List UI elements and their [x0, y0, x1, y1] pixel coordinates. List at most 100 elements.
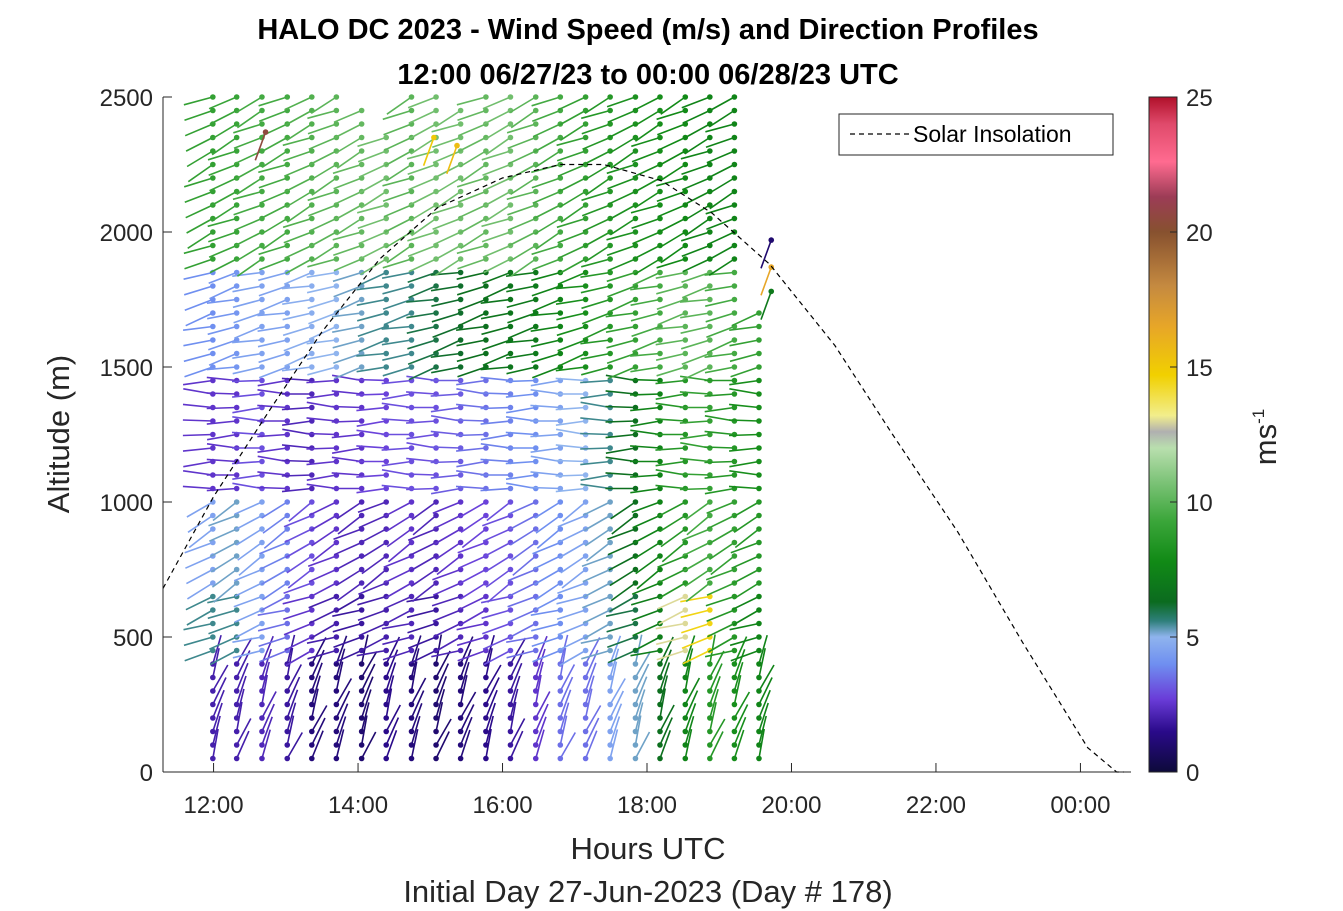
wind-barb-point	[408, 323, 415, 330]
wind-barb-point	[483, 107, 489, 114]
wind-barb-point	[284, 620, 291, 627]
wind-barb-stalk	[634, 689, 646, 719]
wind-barb-stalk	[661, 541, 686, 563]
wind-barb-stalk	[555, 459, 586, 463]
wind-barb-stalk	[235, 96, 263, 114]
wind-barb-stalk	[758, 702, 769, 732]
wind-barb-stalk	[359, 244, 387, 260]
wind-barb-stalk	[581, 204, 611, 217]
wind-barb-stalk	[308, 136, 337, 150]
wind-barb-stalk	[681, 622, 711, 634]
wind-barb-point	[756, 620, 762, 627]
wind-barb-stalk	[684, 729, 693, 759]
wind-barb-point	[284, 337, 291, 343]
wind-barb-stalk	[758, 715, 767, 746]
wind-barb-point	[333, 728, 340, 735]
wind-barb-stalk	[261, 648, 272, 678]
wind-barb-point	[532, 715, 539, 721]
wind-barb-stalk	[185, 204, 214, 219]
wind-barb-point	[233, 647, 240, 654]
wind-barb-point	[682, 175, 689, 181]
wind-barb-stalk	[559, 664, 576, 692]
wind-barb-point	[358, 107, 365, 114]
wind-barb-point	[557, 620, 564, 627]
wind-barb-stalk	[485, 648, 493, 678]
wind-barb-point	[731, 215, 738, 222]
wind-barb-stalk	[704, 393, 735, 397]
wind-barb-stalk	[634, 190, 661, 209]
wind-barb-stalk	[731, 312, 760, 327]
wind-barb-point	[507, 391, 514, 397]
wind-barb-point	[682, 715, 689, 721]
wind-barb-stalk	[509, 637, 527, 665]
colorbar-tick-label: 0	[1186, 760, 1199, 787]
wind-barb-stalk	[581, 649, 611, 660]
wind-barb-stalk	[409, 204, 437, 222]
wind-barb-point	[682, 431, 689, 438]
wind-barb-stalk	[386, 96, 412, 115]
wind-barb-point	[210, 620, 216, 627]
wind-barb-stalk	[435, 702, 444, 732]
wind-barb-point	[457, 310, 464, 316]
wind-barb-stalk	[257, 486, 288, 490]
wind-barb-point	[383, 404, 390, 411]
wind-barb-point	[707, 161, 713, 168]
wind-barb-stalk	[509, 675, 521, 705]
wind-barb-stalk	[559, 258, 586, 275]
wind-barb-point	[259, 742, 265, 748]
wind-barb-stalk	[411, 582, 437, 603]
wind-barb-stalk	[532, 109, 561, 123]
wind-barb-stalk	[480, 298, 511, 304]
wind-barb-stalk	[707, 96, 735, 113]
wind-barb-stalk	[481, 339, 511, 351]
wind-barb-stalk	[679, 487, 710, 491]
wind-barb-stalk	[357, 150, 387, 163]
wind-barb-stalk	[634, 731, 651, 759]
wind-barb-stalk	[281, 474, 312, 477]
wind-barb-point	[233, 553, 240, 559]
wind-barb-point	[731, 256, 738, 262]
wind-barb-point	[457, 350, 464, 357]
wind-barb-stalk	[358, 622, 387, 637]
wind-barb-point	[309, 485, 315, 492]
wind-barb-stalk	[384, 609, 412, 625]
wind-barb-stalk	[729, 388, 760, 395]
wind-barb-stalk	[655, 393, 686, 400]
wind-barb-point	[483, 688, 489, 694]
wind-barb-stalk	[306, 447, 337, 450]
wind-barb-stalk	[235, 163, 263, 180]
wind-barb-point	[682, 593, 689, 600]
wind-barb-stalk	[307, 258, 337, 268]
wind-barb-stalk	[381, 271, 412, 279]
wind-barb-point	[707, 674, 713, 681]
wind-barb-stalk	[306, 432, 337, 436]
wind-barb-point	[632, 499, 639, 505]
wind-barb-stalk	[360, 689, 372, 719]
wind-barb-stalk	[284, 528, 313, 543]
wind-barb-point	[483, 148, 489, 154]
wind-barb-stalk	[358, 339, 387, 353]
wind-barb-stalk	[656, 366, 686, 377]
wind-barb-stalk	[235, 730, 250, 759]
wind-barb-stalk	[684, 217, 711, 237]
wind-barb-point	[259, 296, 265, 303]
wind-barb-stalk	[607, 109, 636, 123]
wind-barb-stalk	[557, 514, 586, 528]
wind-barb-point	[607, 256, 613, 262]
wind-barb-stalk	[459, 729, 471, 759]
wind-barb-stalk	[609, 690, 625, 719]
wind-barb-stalk	[631, 150, 661, 163]
wind-barb-stalk	[286, 732, 303, 759]
wind-barb-point	[483, 350, 489, 357]
wind-barb-point	[731, 499, 738, 505]
wind-barb-stalk	[607, 649, 636, 664]
wind-barb-stalk	[607, 366, 636, 380]
wind-barb-point	[309, 202, 315, 208]
wind-barb-point	[657, 688, 663, 694]
wind-barb-stalk	[306, 379, 337, 384]
wind-barb-point	[682, 310, 689, 316]
wind-barb-stalk	[480, 443, 511, 449]
wind-barb-stalk	[659, 636, 674, 665]
wind-barb-point	[632, 566, 639, 573]
wind-barb-stalk	[206, 366, 237, 371]
